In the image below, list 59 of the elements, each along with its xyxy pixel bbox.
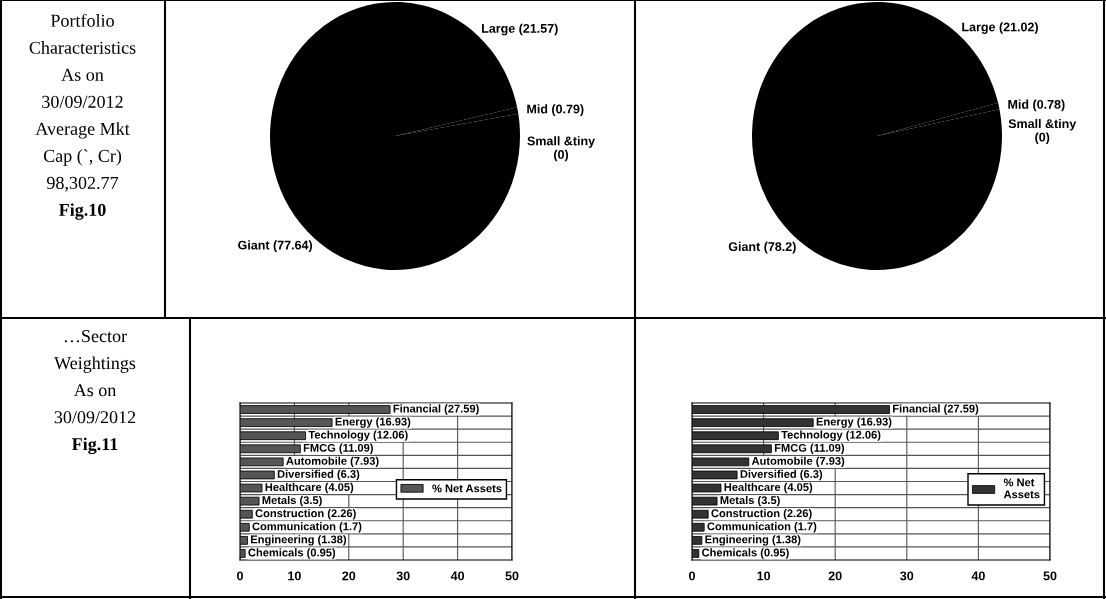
text: Average Mkt	[35, 122, 130, 139]
text: …Sector	[64, 330, 127, 343]
x-tick-label: 30	[396, 571, 410, 581]
data-label: Chemicals (0.95)	[702, 548, 789, 559]
data-label: Construction (2.26)	[255, 509, 356, 520]
data-label: Metals (3.5)	[720, 495, 780, 507]
data-label: Communication (1.7)	[707, 522, 817, 533]
x-tick-label: 10	[288, 571, 301, 581]
x-tick-label: 30	[900, 571, 914, 581]
x-tick-label: 50	[1043, 571, 1057, 581]
x-tick-label: 0	[237, 571, 243, 581]
text: As on	[61, 68, 104, 81]
data-label: Construction (2.26)	[711, 509, 812, 520]
text: Small &tiny (0)	[527, 136, 596, 162]
data-label: Mid (0.79)	[527, 104, 584, 116]
data-label: Automobile (7.93)	[751, 456, 845, 468]
text: Small &tiny (0)	[1008, 118, 1077, 145]
x-tick-label: 0	[689, 571, 695, 581]
x-tick-label: 20	[342, 571, 356, 581]
text: Portfolio	[50, 13, 114, 27]
data-label: Metals (3.5)	[262, 495, 322, 507]
data-label: Energy (16.93)	[335, 417, 411, 428]
data-label: FMCG (11.09)	[303, 443, 373, 454]
legend-label: % Net Assets	[1003, 478, 1040, 499]
data-label: Engineering (1.38)	[705, 535, 801, 546]
data-label: Healthcare (4.05)	[265, 482, 354, 494]
data-label: Financial (27.59)	[393, 404, 479, 415]
text: Weightings	[54, 356, 136, 373]
data-label: Automobile (7.93)	[286, 456, 379, 468]
data-label: Technology (12.06)	[308, 430, 408, 441]
data-label: Large (21.57)	[482, 23, 558, 36]
text: As on	[73, 384, 117, 397]
data-label: Energy (16.93)	[816, 417, 892, 428]
text: 30/09/2012	[42, 95, 123, 108]
text: Cap (`, Cr)	[43, 149, 122, 166]
text: Fig.11	[71, 437, 118, 455]
x-tick-label: 20	[828, 571, 842, 581]
text: Characteristics	[29, 41, 136, 54]
text: Fig.10	[58, 203, 106, 220]
text: 98,302.77	[46, 176, 119, 192]
legend-label: % Net Assets	[432, 484, 502, 493]
data-label: Mid (0.78)	[1008, 99, 1065, 112]
data-label: FMCG (11.09)	[774, 443, 845, 454]
data-label: Financial (27.59)	[893, 404, 979, 415]
data-label: Communication (1.7)	[252, 522, 362, 533]
data-label: Engineering (1.38)	[251, 535, 347, 546]
x-tick-label: 50	[505, 571, 519, 581]
data-label: Diversified (6.3)	[740, 469, 823, 481]
data-label: Giant (77.64)	[238, 240, 313, 252]
x-tick-label: 40	[450, 571, 465, 581]
data-label: Healthcare (4.05)	[724, 482, 813, 494]
text: 30/09/2012	[54, 411, 136, 424]
x-tick-label: 40	[971, 571, 985, 581]
x-tick-label: 10	[757, 571, 771, 581]
data-label: Chemicals (0.95)	[248, 548, 336, 559]
data-label: Giant (78.2)	[728, 241, 796, 254]
data-label: Technology (12.06)	[781, 430, 881, 441]
data-label: Diversified (6.3)	[277, 469, 360, 481]
data-label: Large (21.02)	[962, 22, 1038, 34]
